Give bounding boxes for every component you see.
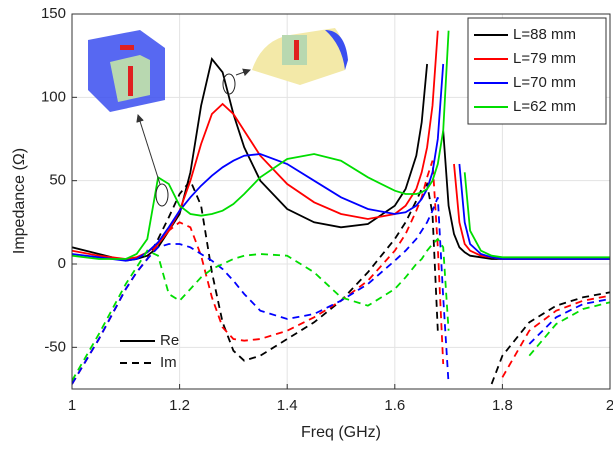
inset-right	[252, 28, 348, 85]
y-tick-label: -50	[44, 338, 66, 355]
legend-label: L=62 mm	[513, 98, 576, 115]
y-tick-label: 50	[49, 172, 66, 189]
x-tick-label: 2	[606, 397, 613, 414]
x-axis-label: Freq (GHz)	[301, 424, 381, 441]
series-line	[72, 196, 610, 385]
y-tick-label: 0	[58, 255, 66, 272]
plot-lines	[72, 30, 610, 385]
x-tick-label: 1	[68, 397, 76, 414]
style-label: Im	[160, 354, 177, 371]
series-line	[72, 30, 610, 260]
x-tick-label: 1.4	[277, 397, 298, 414]
y-tick-label: 100	[41, 88, 66, 105]
x-tick-label: 1.2	[169, 397, 190, 414]
legend-label: L=70 mm	[513, 74, 576, 91]
style-label: Re	[160, 332, 179, 349]
annotation-arrow	[136, 114, 161, 185]
annotation-arrow	[235, 68, 251, 77]
series-line	[72, 63, 610, 262]
annotation-ellipse	[222, 73, 236, 95]
series-line	[72, 160, 610, 385]
y-tick-label: 150	[41, 5, 66, 22]
inset-left	[88, 30, 165, 112]
legend-label: L=88 mm	[513, 26, 576, 43]
series-line	[72, 237, 610, 382]
plot-frame	[71, 13, 611, 390]
annotation-ellipse	[155, 183, 169, 207]
y-axis-label: Impedance (Ω)	[11, 148, 28, 254]
x-tick-label: 1.8	[492, 397, 513, 414]
legend-label: L=79 mm	[513, 50, 576, 67]
legend: L=88 mm L=79 mm L=70 mm L=62 mm	[467, 17, 607, 125]
x-tick-label: 1.6	[384, 397, 405, 414]
style-legend: Re Im	[120, 332, 179, 371]
